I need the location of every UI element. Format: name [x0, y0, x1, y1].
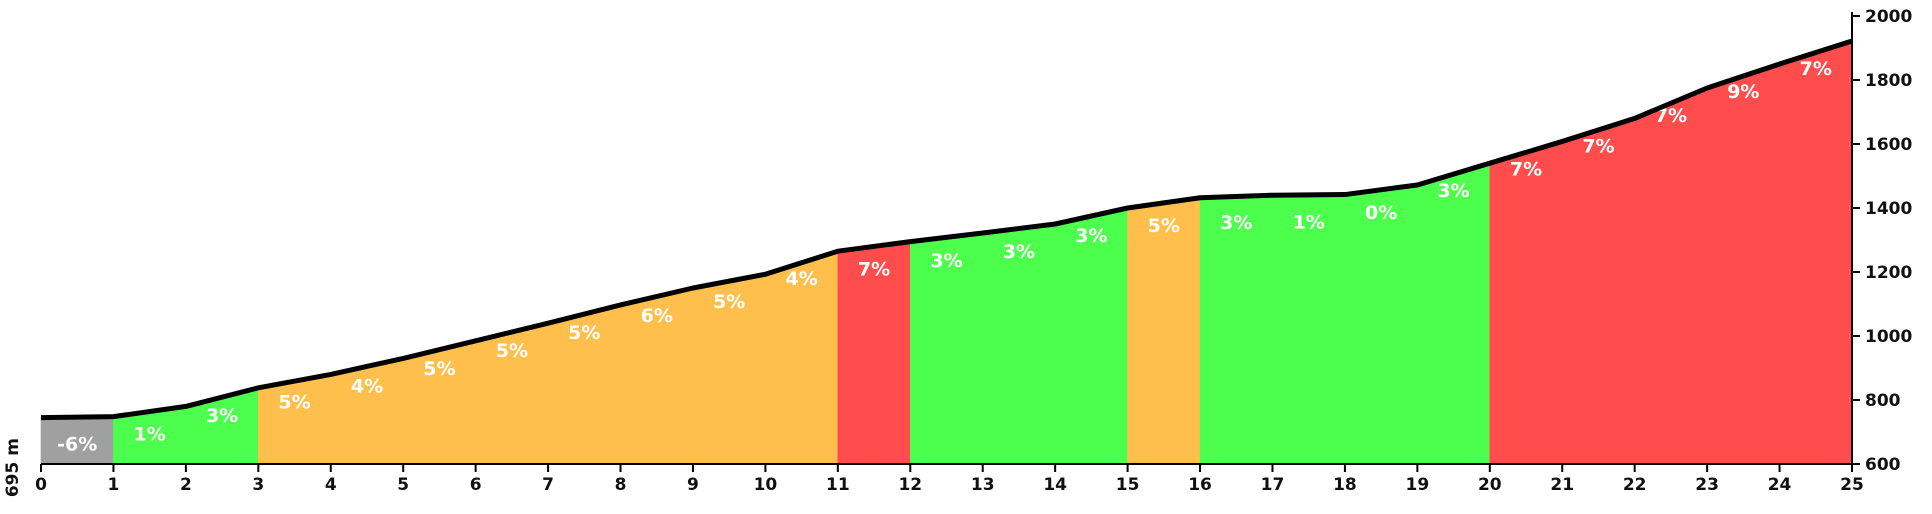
x-tick-label: 12: [898, 475, 922, 495]
y-tick-label: 1800: [1865, 71, 1912, 91]
gradient-label: 5%: [496, 340, 528, 362]
gradient-segment: [1417, 162, 1491, 465]
axes: 0 1 2 3 4 5 6 7 8 9 10 11 12 13 14 15 16 17 18 19 20 21 22 23 24…: [35, 7, 1912, 495]
gradient-segment: [1199, 194, 1273, 465]
x-tick-label: 19: [1406, 475, 1430, 495]
gradient-label: 5%: [1148, 215, 1180, 237]
gradient-label: 7%: [1510, 158, 1542, 180]
x-tick-label: 16: [1188, 475, 1212, 495]
gradient-segment: [1561, 117, 1635, 465]
gradient-label: 7%: [858, 259, 890, 281]
x-tick-label: 6: [470, 475, 482, 495]
y-tick-label: 1000: [1865, 327, 1912, 347]
x-tick-label: 17: [1261, 475, 1285, 495]
x-tick-label: 14: [1043, 475, 1067, 495]
x-tick-label: 9: [687, 475, 699, 495]
gradient-segment: [1127, 197, 1201, 465]
x-tick-label: 22: [1623, 475, 1647, 495]
y-tick-label: 800: [1865, 391, 1901, 411]
gradient-label: 3%: [1437, 180, 1469, 202]
y-tick-label: 600: [1865, 455, 1901, 475]
gradient-label: 0%: [1365, 202, 1397, 224]
x-tick-label: 2: [180, 475, 192, 495]
gradient-label: 4%: [351, 375, 383, 397]
x-tick-label: 24: [1768, 475, 1792, 495]
y-tick-label: 1600: [1865, 135, 1912, 155]
y-tick-label: 1200: [1865, 263, 1912, 283]
gradient-label: 5%: [423, 358, 455, 380]
x-tick-label: 3: [252, 475, 264, 495]
gradient-label: 3%: [1003, 241, 1035, 263]
elevation-profile-line: [40, 38, 1853, 421]
gradient-segments: [40, 40, 1853, 465]
gradient-label: 3%: [1075, 225, 1107, 247]
gradient-label: -6%: [57, 434, 97, 456]
x-tick-label: 0: [35, 475, 47, 495]
x-tick-label: 8: [615, 475, 627, 495]
x-tick-label: 4: [325, 475, 337, 495]
x-tick-label: 5: [397, 475, 409, 495]
x-tick-label: 20: [1478, 475, 1502, 495]
gradient-label: 3%: [1220, 212, 1252, 234]
x-tick-label: 10: [754, 475, 778, 495]
gradient-label: 3%: [930, 250, 962, 272]
x-tick-label: 13: [971, 475, 995, 495]
gradient-label: 9%: [1727, 81, 1759, 103]
gradient-segment: [1779, 40, 1853, 465]
gradient-label: 1%: [134, 423, 166, 445]
x-tick-label: 15: [1116, 475, 1140, 495]
gradient-labels: -6% 1% 3% 5% 4% 5% 5% 5% 6% 5% 4% 7% 3% 3% 3% 5% 3% 1% 0% 3…: [57, 58, 1832, 456]
x-tick-label: 21: [1550, 475, 1574, 495]
y-tick-label: 2000: [1865, 7, 1912, 27]
gradient-label: 7%: [1800, 58, 1832, 80]
gradient-label: 3%: [206, 405, 238, 427]
gradient-segment: [1489, 141, 1563, 465]
gradient-label: 1%: [1293, 212, 1325, 234]
gradient-label: 7%: [1582, 135, 1614, 157]
gradient-label: 4%: [785, 268, 817, 290]
x-tick-label: 23: [1695, 475, 1719, 495]
x-tick-label: 7: [542, 475, 554, 495]
gradient-segment: [1272, 194, 1346, 465]
gradient-label: 7%: [1655, 105, 1687, 127]
gradient-segment: [1706, 63, 1780, 465]
gradient-label: 5%: [713, 291, 745, 313]
elevation-profile-line-group: [40, 38, 1853, 421]
gradient-label: 6%: [641, 305, 673, 327]
x-tick-label: 25: [1840, 475, 1864, 495]
x-tick-label: 11: [826, 475, 850, 495]
y-tick-label: 1400: [1865, 199, 1912, 219]
gradient-label: 5%: [568, 322, 600, 344]
gradient-segment: [1634, 87, 1708, 465]
start-elevation-label: 695 m: [3, 438, 23, 497]
x-tick-label: 1: [108, 475, 120, 495]
gradient-segment: [1344, 184, 1418, 465]
gradient-label: 5%: [278, 391, 310, 413]
x-tick-label: 18: [1333, 475, 1357, 495]
